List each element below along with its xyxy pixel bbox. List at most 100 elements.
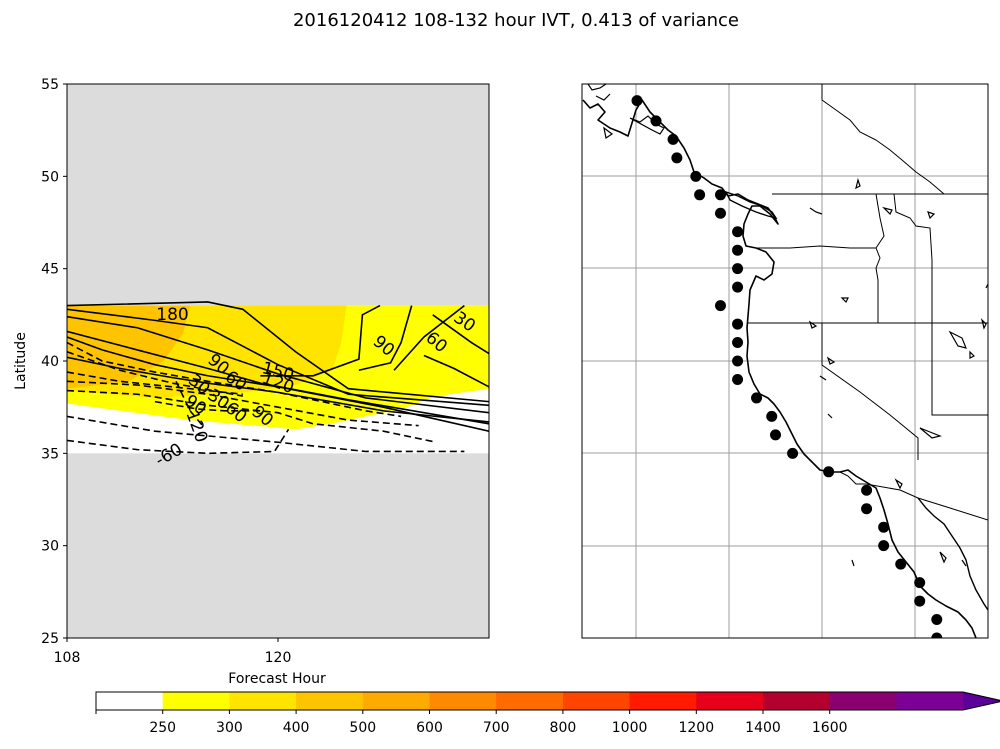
station-point-4 [690, 170, 702, 182]
colorbar-label-1: 300 [216, 720, 243, 736]
colorbar-segment-0 [96, 692, 164, 710]
station-point-13 [732, 318, 744, 330]
colorbar-segment-4 [362, 692, 430, 710]
station-point-17 [751, 392, 763, 404]
station-point-11 [732, 281, 744, 293]
y-tick-label-0: 25 [41, 631, 59, 647]
station-point-1 [650, 115, 662, 127]
negative-contour-4 [67, 341, 402, 418]
negative-contour-6 [67, 371, 243, 396]
y-tick-label-1: 30 [41, 539, 59, 555]
station-point-24 [878, 521, 890, 533]
colorbar-segment-11 [829, 692, 897, 710]
lakes [808, 177, 988, 567]
positive-contour-10 [432, 314, 489, 355]
y-tick-label-6: 55 [41, 77, 59, 93]
colorbar-segment-12 [896, 692, 964, 710]
station-point-29 [931, 614, 943, 626]
map-axes-frame [581, 83, 989, 639]
islands [587, 84, 665, 139]
negative-contour-3 [67, 428, 290, 455]
station-point-7 [714, 207, 726, 219]
colorbar: 250 300 400 500 600 700 800 1000 1200 1400 1600 [95, 691, 1000, 736]
colorbar-outline [95, 691, 1000, 711]
negative-contour-1 [67, 389, 437, 444]
positive-contour-0 [67, 301, 489, 403]
colorbar-segment-2 [229, 692, 297, 710]
colorbar-label-3: 500 [349, 720, 376, 736]
colorbar-label-10: 1600 [812, 720, 848, 736]
colorbar-label-6: 800 [550, 720, 577, 736]
colorbar-segment-6 [496, 692, 564, 710]
station-point-15 [732, 355, 744, 367]
positive-contour-3 [67, 330, 489, 425]
vancouver-island [724, 190, 778, 220]
colorbar-segment-8 [629, 692, 697, 710]
colorbar-segment-9 [696, 692, 764, 710]
station-point-20 [787, 447, 799, 459]
colorbar-label-4: 600 [416, 720, 443, 736]
y-tick-label-3: 40 [41, 354, 59, 370]
station-point-8 [732, 226, 744, 238]
political-borders [748, 84, 988, 521]
contour-label-0: 180 [156, 305, 188, 325]
y-tick-label-5: 50 [41, 169, 59, 185]
station-point-22 [861, 484, 873, 496]
y-axis-label: Latitude [13, 332, 29, 390]
negative-contour-5 [67, 351, 243, 397]
positive-contour-2 [67, 315, 489, 414]
x-tick-label-0: 108 [54, 650, 81, 666]
x-tick-label-1: 120 [265, 650, 292, 666]
station-point-6 [714, 189, 726, 201]
colorbar-extend-arrow [963, 692, 1000, 710]
positive-contour-4 [67, 336, 489, 432]
station-point-23 [861, 503, 873, 515]
positive-contour-9 [423, 354, 489, 388]
station-point-27 [914, 577, 926, 589]
colorbar-segment-7 [562, 692, 631, 710]
colorbar-segment-5 [429, 692, 497, 710]
figure-title: 2016120412 108-132 hour IVT, 0.413 of va… [293, 10, 739, 31]
station-point-12 [714, 300, 726, 312]
station-point-10 [732, 263, 744, 275]
colorbar-label-0: 250 [149, 720, 176, 736]
colorbar-label-9: 1400 [745, 720, 781, 736]
station-point-26 [895, 558, 907, 570]
colorbar-label-2: 400 [283, 720, 310, 736]
positive-contour-1 [67, 308, 489, 407]
x-axis-label: Forecast Hour [228, 671, 326, 687]
colorbar-segment-10 [763, 692, 831, 710]
station-point-3 [671, 152, 683, 164]
y-tick-label-4: 45 [41, 262, 59, 278]
negative-contour-7 [154, 400, 261, 412]
station-point-14 [732, 337, 744, 349]
station-point-16 [732, 373, 744, 385]
station-point-19 [770, 429, 782, 441]
colorbar-label-5: 700 [483, 720, 510, 736]
station-point-18 [766, 410, 778, 422]
station-point-30 [931, 632, 943, 638]
colorbar-segment-1 [162, 692, 230, 710]
colorbar-label-7: 1000 [612, 720, 648, 736]
station-point-2 [667, 133, 679, 145]
station-point-28 [914, 595, 926, 607]
colorbar-label-8: 1200 [678, 720, 714, 736]
station-point-25 [878, 540, 890, 552]
station-point-9 [732, 244, 744, 256]
station-point-21 [823, 466, 835, 478]
negative-contour-8 [175, 380, 205, 428]
positive-contour-5 [67, 356, 489, 423]
negative-contour-0 [67, 380, 419, 427]
map-gridlines [582, 84, 988, 638]
negative-contour-2 [67, 415, 465, 453]
station-map-panel [581, 83, 989, 639]
positive-contour-6 [260, 304, 381, 377]
station-point-5 [694, 189, 706, 201]
gulf-coastline [917, 497, 988, 611]
station-point-0 [631, 95, 643, 107]
y-tick-label-2: 35 [41, 446, 59, 462]
positive-contour-8 [393, 304, 465, 371]
positive-contour-7 [358, 305, 413, 372]
